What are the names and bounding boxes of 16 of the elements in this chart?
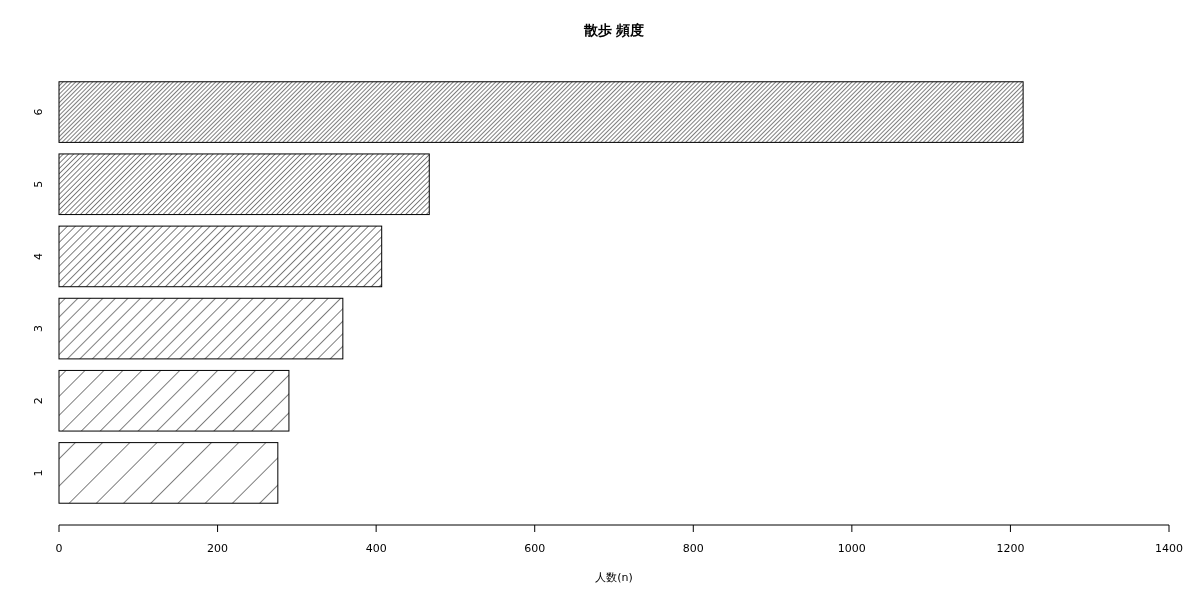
y-tick-label: 3 <box>32 325 45 333</box>
x-axis-title: 人数(n) <box>595 571 633 584</box>
y-tick-label: 2 <box>32 397 45 405</box>
y-tick-label: 1 <box>32 469 45 477</box>
x-tick-label: 400 <box>365 542 387 555</box>
y-tick-label: 5 <box>32 180 45 188</box>
x-tick-label: 0 <box>55 542 63 555</box>
chart-title: 散歩 頻度 <box>582 22 645 38</box>
x-tick-label: 600 <box>524 542 546 555</box>
x-tick-label: 1200 <box>996 542 1025 555</box>
x-tick-label: 1400 <box>1155 542 1183 555</box>
y-tick-label: 6 <box>32 108 45 116</box>
x-tick-label: 800 <box>682 542 704 555</box>
x-tick-label: 1000 <box>837 542 866 555</box>
x-tick-label: 200 <box>207 542 229 555</box>
y-tick-label: 4 <box>32 252 45 260</box>
